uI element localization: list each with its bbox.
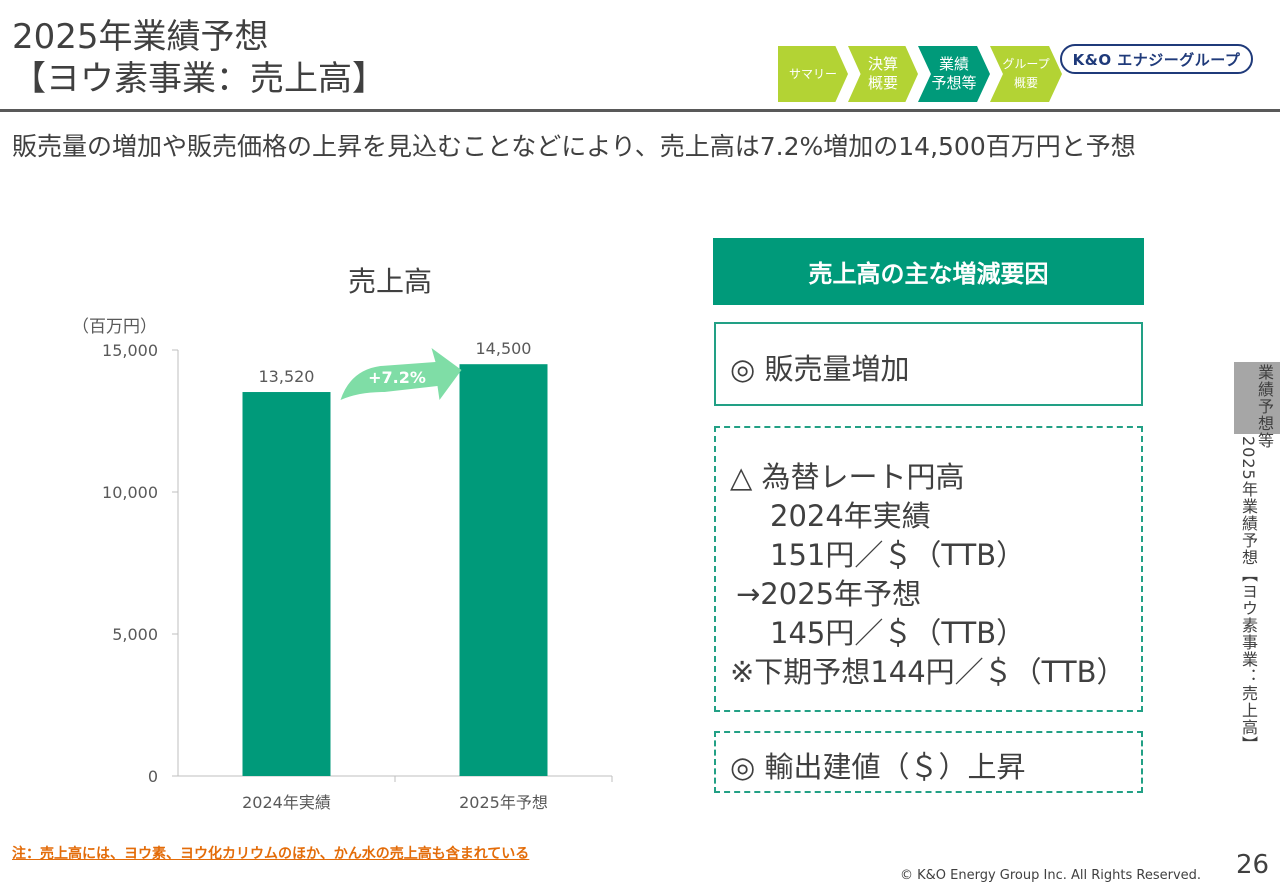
- factors-header: 売上高の主な増減要因: [713, 238, 1144, 305]
- side-section-tab-label: 業績予想等: [1255, 364, 1274, 449]
- growth-annotation: +7.2%: [368, 368, 426, 387]
- factor-box-fx: △ 為替レート円高 2024年実績 151円／＄（TTB） →2025年予想 1…: [714, 426, 1143, 712]
- bar: [242, 392, 331, 776]
- nav-step-results[interactable]: 決算 概要: [848, 46, 918, 102]
- nav-step-group[interactable]: グループ 概要: [990, 46, 1062, 102]
- factor-fx-line-5: 145円／＄（TTB）: [770, 616, 1026, 650]
- company-logo-text: K&O エナジーグループ: [1072, 50, 1241, 69]
- nav-step-forecast[interactable]: 業績 予想等: [918, 46, 990, 102]
- x-tick-label: 2024年実績: [242, 793, 331, 812]
- side-page-label: 2025年業績予想【ヨウ素事業：売上高】: [1239, 436, 1258, 753]
- page-title-line2: 【ヨウ素事業：売上高】: [12, 59, 386, 99]
- y-tick-label: 15,000: [102, 341, 158, 360]
- nav-step-forecast-label: 業績 予想等: [931, 55, 977, 92]
- bar: [459, 364, 548, 776]
- chart-title: 売上高: [348, 265, 433, 298]
- growth-arrow: [340, 348, 462, 400]
- y-tick-label: 10,000: [102, 483, 158, 502]
- y-tick-label: 5,000: [112, 625, 158, 644]
- y-tick-label: 0: [148, 767, 158, 786]
- x-tick-label: 2025年予想: [459, 793, 548, 812]
- nav-step-summary-label: サマリー: [788, 66, 837, 81]
- page-title: 2025年業績予想 【ヨウ素事業：売上高】: [12, 16, 386, 100]
- factor-fx-line-6: ※下期予想144円／＄（TTB）: [730, 655, 1126, 689]
- title-divider: [0, 109, 1280, 112]
- bar-value-label: 14,500: [476, 339, 532, 358]
- factor-price-text: ◎ 輸出建値（＄）上昇: [730, 750, 1026, 784]
- nav-step-results-label: 決算 概要: [867, 55, 898, 92]
- nav-step-group-label: グループ 概要: [1002, 57, 1050, 90]
- sales-bar-chart: 0 5,000 10,000 15,000 13,520 2024年実績 14,500 202…: [102, 339, 613, 812]
- factor-fx-line-2: 2024年実績: [770, 499, 931, 533]
- factor-fx-line-4: →2025年予想: [736, 577, 922, 611]
- company-logo: K&O エナジーグループ: [1060, 44, 1253, 74]
- factor-volume-text: ◎ 販売量増加: [730, 352, 910, 386]
- bar-value-label: 13,520: [259, 367, 315, 386]
- footnote: 注：売上高には、ヨウ素、ヨウ化カリウムのほか、かん水の売上高も含まれている: [12, 846, 530, 862]
- factor-fx-line-1: △ 為替レート円高: [730, 460, 965, 494]
- side-section-tab: 業績予想等: [1234, 362, 1280, 449]
- factor-fx-line-3: 151円／＄（TTB）: [770, 538, 1026, 572]
- chart-unit-label: （百万円）: [72, 317, 157, 337]
- nav-step-summary[interactable]: サマリー: [778, 46, 848, 102]
- summary-text: 販売量の増加や販売価格の上昇を見込むことなどにより、売上高は7.2%増加の14,…: [12, 132, 1136, 161]
- page-number: 26: [1236, 850, 1270, 880]
- page-title-line1: 2025年業績予想: [12, 17, 269, 57]
- factor-box-price: ◎ 輸出建値（＄）上昇: [714, 731, 1143, 793]
- factors-header-label: 売上高の主な増減要因: [808, 260, 1049, 288]
- factor-box-volume: ◎ 販売量増加: [714, 322, 1143, 406]
- copyright: © K&O Energy Group Inc. All Rights Reser…: [900, 868, 1202, 883]
